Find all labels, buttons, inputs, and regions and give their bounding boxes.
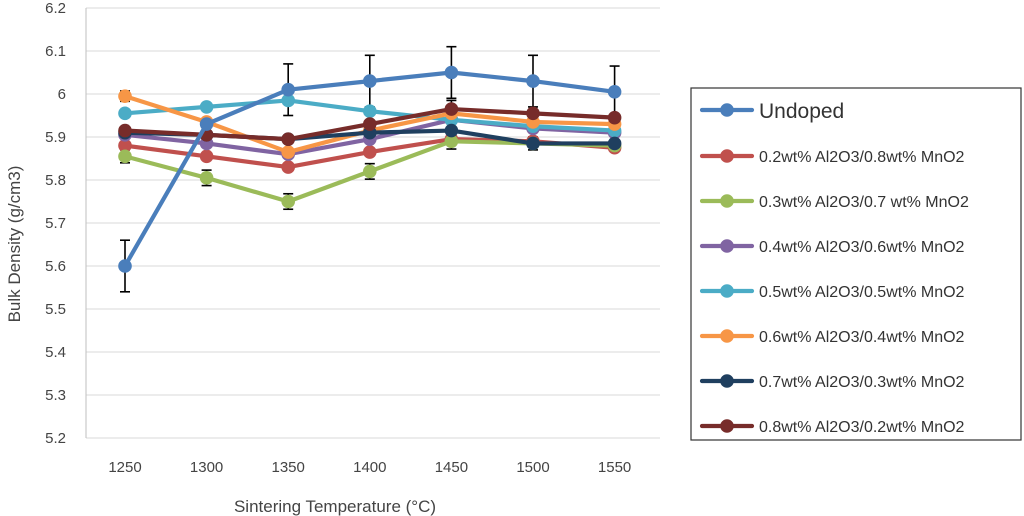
- legend-label: Undoped: [759, 100, 844, 123]
- data-point: [281, 194, 296, 209]
- legend-swatch-marker: [720, 239, 734, 253]
- data-point: [118, 149, 132, 164]
- data-point: [118, 89, 132, 103]
- data-point: [281, 93, 296, 108]
- legend-swatch-marker: [720, 194, 734, 208]
- legend-label: 0.2wt% Al2O3/0.8wt% MnO2: [759, 149, 965, 166]
- legend-label: 0.8wt% Al2O3/0.2wt% MnO2: [759, 419, 965, 436]
- data-point: [607, 136, 622, 151]
- data-point: [118, 123, 132, 138]
- series-dopant-7: [118, 102, 622, 146]
- legend-swatch-marker: [720, 284, 734, 298]
- legend-swatch-marker: [720, 419, 734, 433]
- y-tick-label: 5.6: [45, 258, 66, 275]
- data-point: [281, 132, 296, 146]
- data-point: [118, 138, 132, 153]
- y-axis-title: Bulk Density (g/cm3): [5, 166, 24, 323]
- data-point: [526, 136, 540, 151]
- y-tick-label: 5.9: [45, 129, 66, 146]
- data-point: [118, 106, 132, 121]
- data-point: [363, 104, 377, 118]
- data-point: [363, 117, 377, 131]
- legend-label: 0.7wt% Al2O3/0.3wt% MnO2: [759, 374, 965, 391]
- data-point: [199, 117, 214, 131]
- y-tick-label: 6: [58, 86, 66, 103]
- y-tick-label: 5.5: [45, 301, 66, 318]
- y-tick-label: 5.4: [45, 344, 66, 361]
- x-tick-label: 1400: [353, 459, 386, 476]
- legend: Undoped 0.2wt% Al2O3/0.8wt% MnO2 0.3wt% Al…: [690, 87, 1022, 441]
- data-point: [607, 110, 622, 125]
- legend-swatch-marker: [720, 374, 734, 388]
- data-point: [363, 74, 377, 88]
- series-lines: [118, 65, 622, 273]
- grid: [85, 7, 660, 439]
- x-axis-title: Sintering Temperature (°C): [234, 497, 436, 516]
- legend-label: 0.5wt% Al2O3/0.5wt% MnO2: [759, 284, 965, 301]
- data-point: [363, 164, 377, 179]
- x-tick-label: 1450: [435, 459, 468, 476]
- y-tick-label: 5.7: [45, 215, 66, 232]
- x-tick-label: 1350: [272, 459, 305, 476]
- x-tick-label: 1500: [516, 459, 549, 476]
- data-point: [526, 74, 540, 88]
- y-tick-label: 6.2: [45, 0, 66, 17]
- legend-label: 0.3wt% Al2O3/0.7 wt% MnO2: [759, 194, 969, 211]
- data-point: [444, 123, 459, 138]
- y-tick-label: 6.1: [45, 43, 66, 60]
- data-point: [281, 82, 296, 97]
- x-axis-ticks: 1250 1300 1350 1400 1450 1500 1550: [108, 459, 631, 476]
- data-point: [444, 134, 459, 149]
- x-tick-label: 1300: [190, 459, 223, 476]
- legend-label: 0.6wt% Al2O3/0.4wt% MnO2: [759, 329, 965, 346]
- legend-swatch-marker: [720, 103, 734, 117]
- data-point: [118, 259, 132, 273]
- legend-swatch-marker: [720, 149, 734, 163]
- y-tick-label: 5.3: [45, 387, 66, 404]
- data-point: [199, 171, 214, 185]
- data-point: [281, 160, 296, 174]
- legend-label: 0.4wt% Al2O3/0.6wt% MnO2: [759, 239, 965, 256]
- y-tick-label: 5.8: [45, 172, 66, 189]
- data-point: [199, 149, 214, 164]
- legend-swatch-marker: [720, 329, 734, 343]
- data-point: [526, 106, 540, 121]
- data-point: [281, 145, 296, 159]
- x-tick-label: 1550: [598, 459, 631, 476]
- x-tick-label: 1250: [108, 459, 141, 476]
- data-point: [199, 100, 214, 114]
- y-tick-label: 5.2: [45, 430, 66, 447]
- data-point: [607, 85, 622, 99]
- data-point: [444, 102, 459, 116]
- data-point: [363, 145, 377, 159]
- data-point: [444, 65, 459, 80]
- y-axis-ticks: 5.2 5.3 5.4 5.5 5.6 5.7 5.8 5.9 6 6.1 6.2: [45, 0, 66, 447]
- series-undoped: [118, 65, 622, 273]
